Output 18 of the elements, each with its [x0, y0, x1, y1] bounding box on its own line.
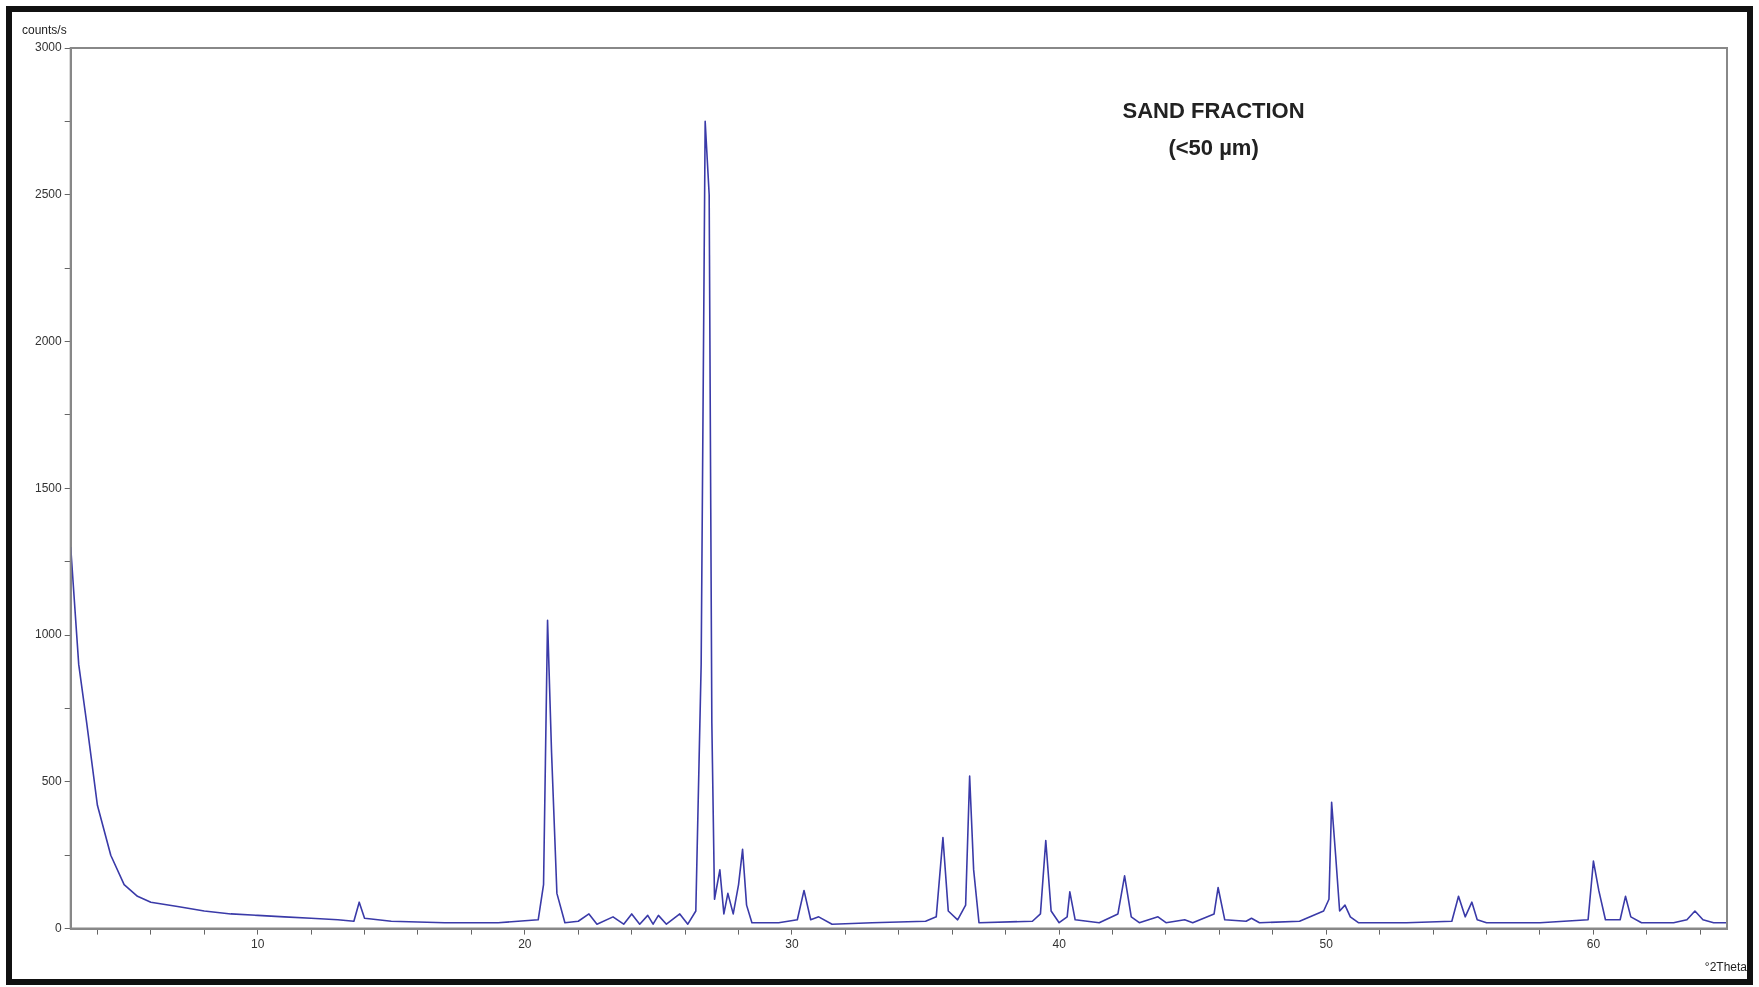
- text: SAND FRACTION: [1122, 98, 1305, 123]
- y-tick-label: 1000: [34, 627, 63, 642]
- x-tick-label: 40: [1052, 937, 1067, 952]
- y-tick-label: 1500: [34, 480, 63, 495]
- x-tick-label: 20: [518, 937, 532, 952]
- x-tick-label: 60: [1586, 937, 1601, 952]
- x-axis-title: °2Theta: [1704, 959, 1748, 974]
- y-axis-title: counts/s: [22, 23, 67, 37]
- text: (<50 µm): [1168, 135, 1259, 160]
- y-tick-label: 0: [55, 920, 63, 935]
- picture-frame: 10 20 30 40 50 60 0 500 1000 1500 2000 2500 3000 SAND FRACTION (<50 µm) counts/s °2Theta: [6, 6, 1753, 985]
- x-tick-label: 30: [785, 937, 799, 952]
- y-tick-label: 500: [41, 774, 63, 789]
- x-tick-label: 50: [1319, 937, 1334, 952]
- x-tick-label: 10: [251, 937, 265, 952]
- y-tick-label: 3000: [34, 40, 63, 55]
- y-tick-label: 2000: [34, 333, 63, 348]
- y-tick-label: 2500: [34, 187, 63, 202]
